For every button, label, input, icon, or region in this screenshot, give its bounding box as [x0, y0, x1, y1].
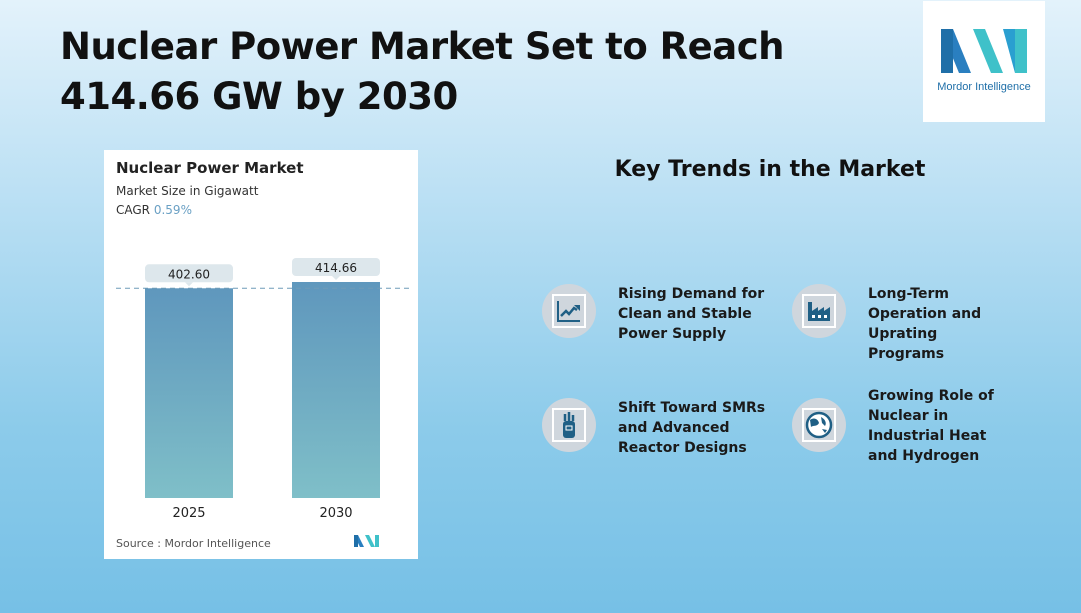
- cagr-label: CAGR: [116, 203, 151, 217]
- factory-icon: [802, 294, 836, 328]
- cagr: CAGR 0.59%: [116, 203, 192, 217]
- trend-item: Rising Demand for Clean and Stable Power…: [542, 284, 768, 344]
- bar-2030: [292, 282, 380, 498]
- trend-item: Shift Toward SMRs and Advanced Reactor D…: [542, 398, 768, 458]
- trend-label: Shift Toward SMRs and Advanced Reactor D…: [618, 400, 766, 456]
- data-label-bg: [145, 264, 233, 283]
- data-label-bg: [292, 258, 380, 276]
- trend-item: Long-Term Operation and Uprating Program…: [792, 284, 1018, 364]
- trend-label: Long-Term Operation and Uprating Program…: [868, 286, 982, 362]
- x-tick-label: 2030: [319, 506, 352, 521]
- trend-label: Growing Role of Nuclear in Industrial He…: [868, 388, 994, 464]
- source-logo-icon: [354, 535, 379, 547]
- cagr-value: 0.59%: [153, 203, 192, 217]
- data-label: 402.60: [168, 267, 210, 281]
- data-label-pointer: [332, 276, 340, 280]
- bar-2025: [145, 288, 233, 498]
- bar-chart: 402.60 2025 414.66 2030: [116, 258, 412, 521]
- chart-subtitle: Market Size in Gigawatt: [116, 184, 259, 198]
- logo-text: Mordor Intelligence: [937, 81, 1031, 93]
- data-label-pointer: [185, 282, 193, 287]
- globe-icon: [802, 408, 836, 442]
- trend-item: Growing Role of Nuclear in Industrial He…: [792, 388, 1018, 466]
- mordor-logo: Mordor Intelligence: [923, 1, 1045, 122]
- x-tick-label: 2025: [172, 506, 205, 521]
- logo-mark-icon: [941, 29, 1027, 73]
- line-chart-icon: [552, 294, 586, 328]
- source-text: Source : Mordor Intelligence: [116, 537, 271, 550]
- golf-bag-icon: [552, 408, 586, 442]
- trend-label: Rising Demand for Clean and Stable Power…: [618, 286, 765, 342]
- page-title: Nuclear Power Market Set to Reach 414.66…: [60, 25, 785, 118]
- chart-card: Nuclear Power Market Market Size in Giga…: [104, 150, 418, 559]
- key-trends-heading: Key Trends in the Market: [614, 157, 926, 182]
- data-label: 414.66: [315, 261, 357, 275]
- chart-title: Nuclear Power Market: [116, 159, 304, 177]
